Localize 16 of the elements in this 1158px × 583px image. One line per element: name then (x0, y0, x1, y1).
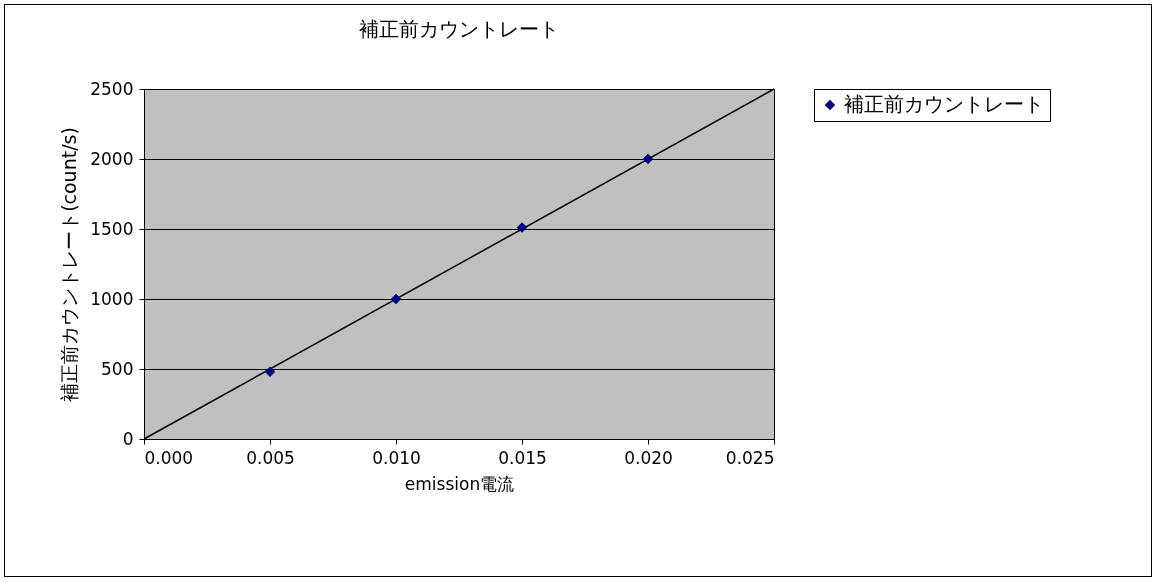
y-tick-label: 2500 (90, 78, 134, 99)
y-tick-label: 1000 (90, 288, 134, 309)
legend-label: 補正前カウントレート (844, 92, 1044, 116)
x-tick-label: 0.010 (372, 447, 421, 468)
chart-title: 補正前カウントレート (359, 17, 559, 41)
y-axis-title: 補正前カウントレート(count/s) (58, 127, 81, 402)
y-tick-label: 500 (101, 358, 134, 379)
x-axis-title: emission電流 (404, 473, 515, 494)
y-tick-label: 2000 (90, 148, 134, 169)
x-tick-label: 0.000 (144, 447, 194, 468)
x-tick-label: 0.015 (498, 447, 547, 468)
x-tick-label: 0.025 (725, 447, 775, 468)
y-tick-label: 1500 (90, 218, 134, 239)
x-tick-label: 0.005 (246, 447, 295, 468)
y-tick-label: 0 (122, 428, 134, 449)
x-tick-label: 0.020 (624, 447, 673, 468)
